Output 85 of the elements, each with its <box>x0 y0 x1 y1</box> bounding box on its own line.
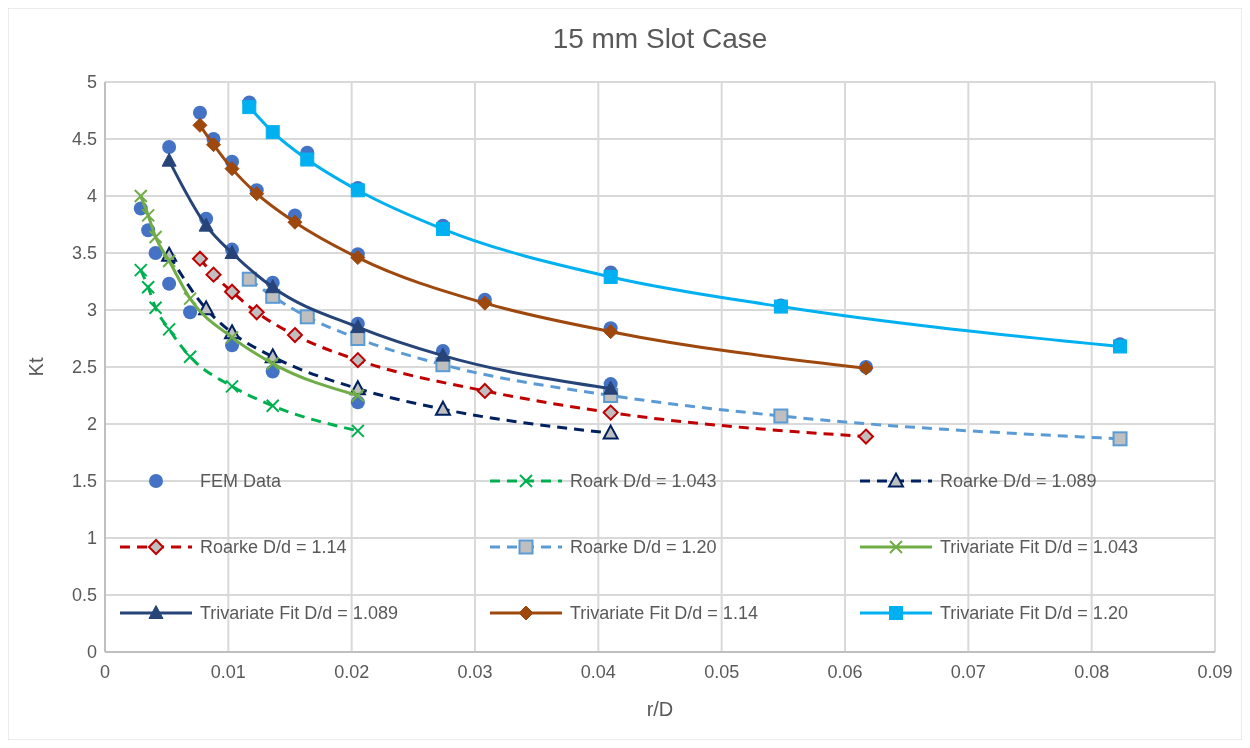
y-tick-label: 2 <box>86 414 97 435</box>
point <box>602 424 619 440</box>
legend-label: Trivariate Fit D/d = 1.20 <box>940 603 1128 624</box>
point <box>192 117 208 133</box>
point <box>299 309 315 325</box>
x-tick-label: 0.06 <box>827 662 863 682</box>
point <box>206 137 222 153</box>
point <box>133 263 148 278</box>
point <box>148 230 163 245</box>
x-tick-label: 0.09 <box>1197 662 1233 682</box>
point <box>350 423 365 438</box>
point <box>248 304 265 321</box>
point <box>300 152 315 167</box>
legend-label: Roarke D/d = 1.20 <box>570 537 717 558</box>
x-axis-title: r/D <box>646 698 674 720</box>
chart-title: 15 mm Slot Case <box>552 23 768 54</box>
point <box>162 139 177 154</box>
point <box>242 100 257 115</box>
point <box>287 214 303 230</box>
point <box>249 186 265 202</box>
y-tick-label: 3.5 <box>71 243 97 264</box>
x-tick-label: 0.05 <box>704 662 740 682</box>
point <box>225 379 240 394</box>
legend-label: Trivariate Fit D/d = 1.14 <box>570 603 758 624</box>
y-tick-label: 1 <box>86 528 97 549</box>
y-tick-label: 2.5 <box>71 357 97 378</box>
point <box>161 152 177 167</box>
y-tick-label: 3 <box>86 300 97 321</box>
point <box>603 269 618 284</box>
legend-label: Trivariate Fit D/d = 1.043 <box>940 537 1138 558</box>
point <box>224 283 241 300</box>
point <box>286 327 303 344</box>
point <box>183 291 198 306</box>
point <box>349 352 366 369</box>
point <box>224 161 240 177</box>
point <box>434 400 451 416</box>
point <box>141 208 156 223</box>
y-axis-title: Kt <box>25 357 47 377</box>
point <box>133 189 148 203</box>
point <box>225 330 240 345</box>
point <box>602 404 619 421</box>
legend-label: FEM Data <box>200 471 283 492</box>
point <box>265 356 280 371</box>
point <box>350 250 366 266</box>
x-tick-label: 0 <box>99 662 111 682</box>
y-tick-label: 0 <box>86 642 97 663</box>
x-tick-label: 0.07 <box>950 662 986 682</box>
y-tick-label: 0.5 <box>71 585 97 606</box>
point <box>198 217 214 232</box>
point <box>192 105 207 120</box>
point <box>162 253 177 268</box>
x-tick-label: 0.04 <box>580 662 616 682</box>
x-tick-label: 0.08 <box>1074 662 1110 682</box>
legend-label: Roark D/d = 1.043 <box>570 471 717 492</box>
y-tick-label: 4.5 <box>71 129 97 150</box>
point <box>350 388 365 403</box>
point <box>603 324 619 340</box>
point <box>148 300 163 315</box>
point <box>205 266 222 283</box>
point <box>148 246 163 260</box>
point <box>265 125 280 140</box>
point <box>162 276 177 291</box>
point <box>857 428 874 445</box>
x-tick-label: 0.02 <box>334 662 370 682</box>
legend-label: Roarke D/d = 1.089 <box>940 471 1097 492</box>
legend-label: Trivariate Fit D/d = 1.089 <box>200 603 398 624</box>
point <box>476 382 493 399</box>
point <box>183 349 198 364</box>
point <box>162 322 177 337</box>
point <box>265 279 281 294</box>
point <box>477 295 493 311</box>
point <box>773 408 789 424</box>
point <box>1112 431 1128 447</box>
y-tick-label: 5 <box>86 72 97 93</box>
y-tick-label: 4 <box>86 186 97 207</box>
point <box>435 222 450 237</box>
point <box>183 305 198 320</box>
x-tick-label: 0.01 <box>210 662 246 682</box>
point <box>241 271 257 287</box>
legend-label: Roarke D/d = 1.14 <box>200 537 347 558</box>
point <box>265 398 280 413</box>
x-tick-label: 0.03 <box>457 662 493 682</box>
y-tick-label: 1.5 <box>71 471 97 492</box>
point <box>141 280 156 295</box>
point <box>191 250 208 267</box>
